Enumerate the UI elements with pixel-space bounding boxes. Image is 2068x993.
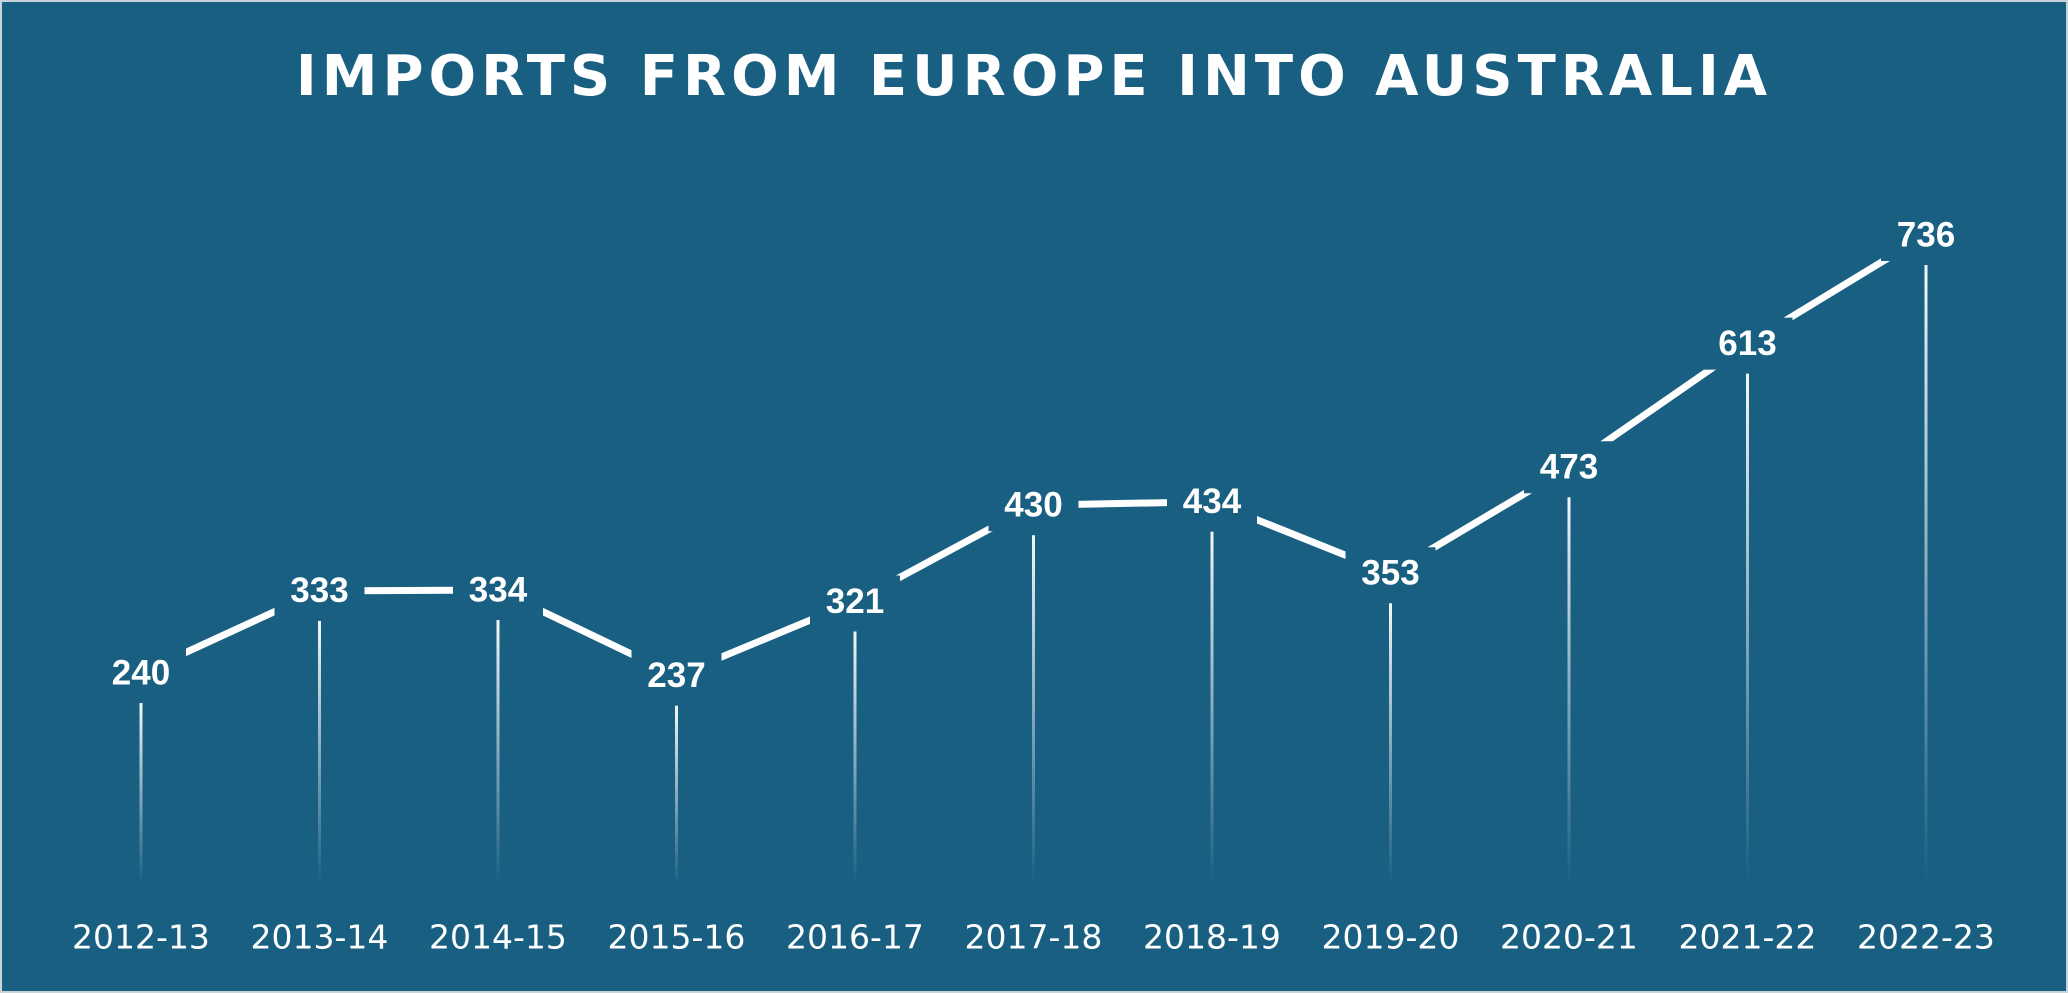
data-label: 333 bbox=[290, 571, 348, 610]
x-tick-label: 2020-21 bbox=[1500, 918, 1638, 957]
x-tick-label: 2012-13 bbox=[72, 918, 210, 957]
drop-line bbox=[496, 620, 500, 885]
x-tick-label: 2018-19 bbox=[1143, 918, 1281, 957]
label-gap bbox=[1702, 317, 1793, 370]
x-tick-label: 2017-18 bbox=[965, 918, 1103, 957]
data-label: 334 bbox=[469, 570, 528, 609]
label-gap bbox=[810, 575, 900, 628]
drop-line bbox=[853, 631, 857, 885]
label-gap bbox=[1524, 441, 1614, 494]
drop-line bbox=[1032, 535, 1035, 885]
label-gap bbox=[96, 647, 186, 700]
data-label: 613 bbox=[1718, 324, 1776, 363]
drop-line bbox=[675, 705, 678, 885]
x-tick-label: 2019-20 bbox=[1322, 918, 1460, 957]
data-label: 240 bbox=[112, 653, 170, 692]
data-label: 473 bbox=[1540, 448, 1598, 487]
data-label: 434 bbox=[1183, 482, 1242, 521]
label-gap bbox=[274, 564, 365, 617]
drop-line bbox=[1210, 531, 1214, 885]
x-tick-label: 2014-15 bbox=[429, 918, 567, 957]
drop-line bbox=[1746, 373, 1749, 885]
drop-line bbox=[318, 620, 321, 885]
x-tick-label: 2016-17 bbox=[786, 918, 924, 957]
data-label: 321 bbox=[826, 582, 884, 621]
data-label: 430 bbox=[1004, 485, 1062, 524]
drop-line bbox=[139, 703, 143, 885]
x-tick-label: 2022-23 bbox=[1857, 918, 1995, 957]
label-gap bbox=[1167, 475, 1257, 528]
label-gap bbox=[631, 649, 722, 702]
drop-line bbox=[1924, 265, 1928, 885]
x-tick-label: 2021-22 bbox=[1679, 918, 1817, 957]
data-label: 237 bbox=[647, 656, 705, 695]
x-tick-label: 2015-16 bbox=[608, 918, 746, 957]
label-gap bbox=[1881, 209, 1971, 261]
data-label: 353 bbox=[1361, 553, 1419, 592]
data-label: 736 bbox=[1897, 215, 1955, 254]
label-gap bbox=[453, 564, 543, 617]
x-tick-label: 2013-14 bbox=[251, 918, 389, 957]
chart-title: IMPORTS FROM EUROPE INTO AUSTRALIA bbox=[296, 44, 1772, 109]
drop-line bbox=[1567, 497, 1571, 885]
drop-line bbox=[1389, 603, 1392, 885]
label-gap bbox=[1345, 547, 1436, 600]
label-gap bbox=[988, 479, 1079, 532]
